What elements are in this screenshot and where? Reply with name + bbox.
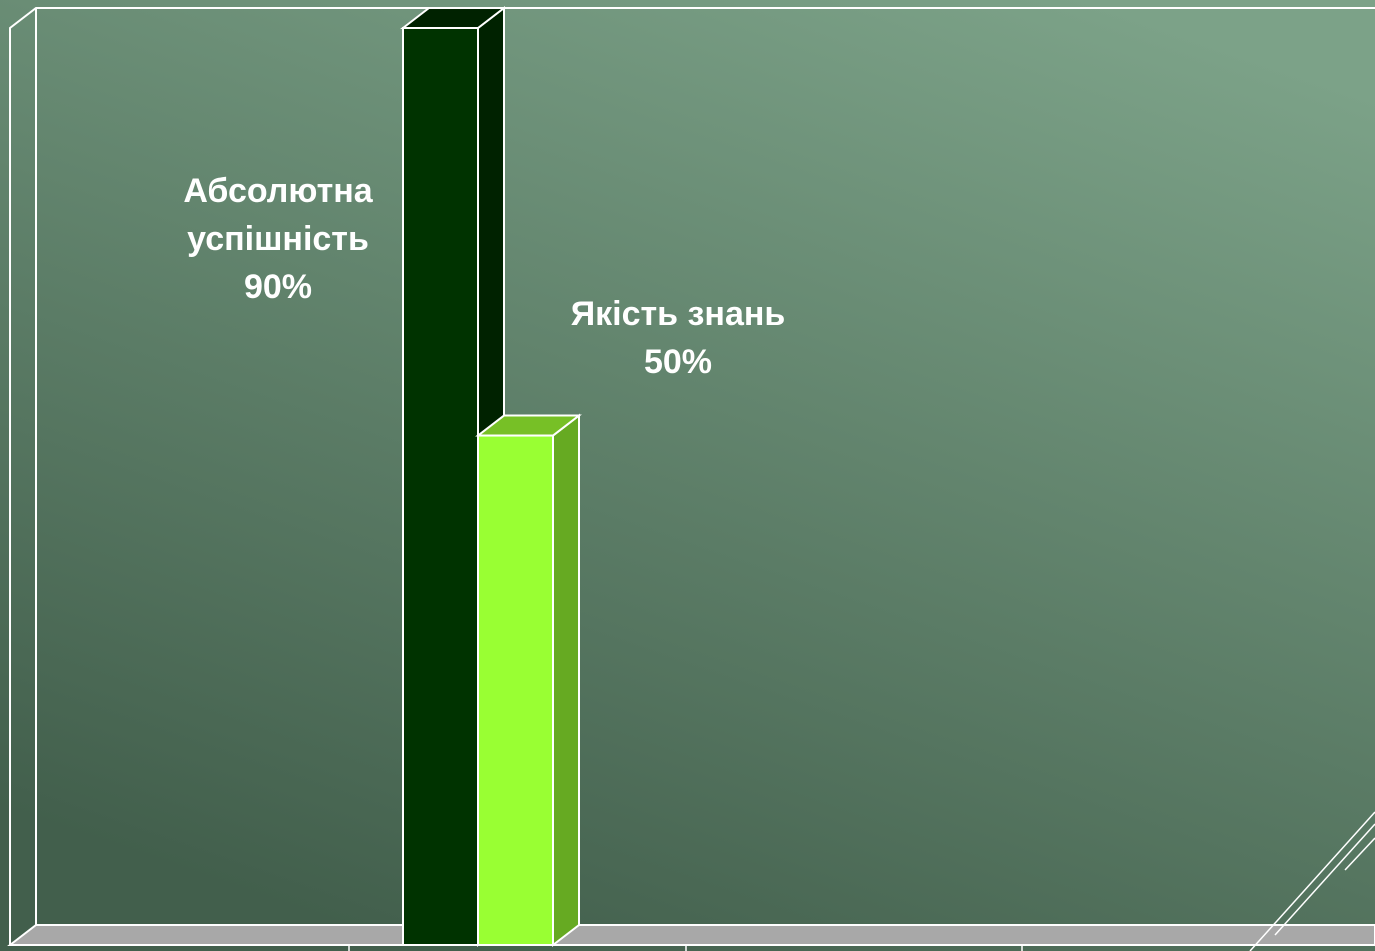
bar-2 bbox=[475, 413, 582, 948]
axis-break-line-3 bbox=[1344, 837, 1375, 871]
bar-front-face-1 bbox=[402, 27, 479, 946]
data-label-1-line-2: успішність bbox=[187, 220, 369, 258]
data-label-2-line-1: Якість знань bbox=[571, 295, 786, 333]
bar-side-face-2 bbox=[552, 413, 580, 948]
data-label-group: Абсолютна успішність 90% Якість знань 50% bbox=[183, 172, 785, 381]
data-label-2-line-2: 50% bbox=[644, 343, 712, 381]
back-wall-edge bbox=[9, 7, 1375, 945]
data-label-1-line-1: Абсолютна bbox=[183, 172, 373, 210]
axis-break-line-1 bbox=[1249, 811, 1375, 951]
chart-floor bbox=[7, 811, 1375, 951]
bar-front-face-2 bbox=[477, 434, 554, 946]
data-label-1-line-3: 90% bbox=[244, 268, 312, 306]
bar-group bbox=[400, 5, 582, 948]
chart-walls bbox=[9, 7, 1375, 945]
axis-break-line-2 bbox=[1274, 823, 1375, 936]
floor-plane bbox=[7, 924, 1375, 946]
